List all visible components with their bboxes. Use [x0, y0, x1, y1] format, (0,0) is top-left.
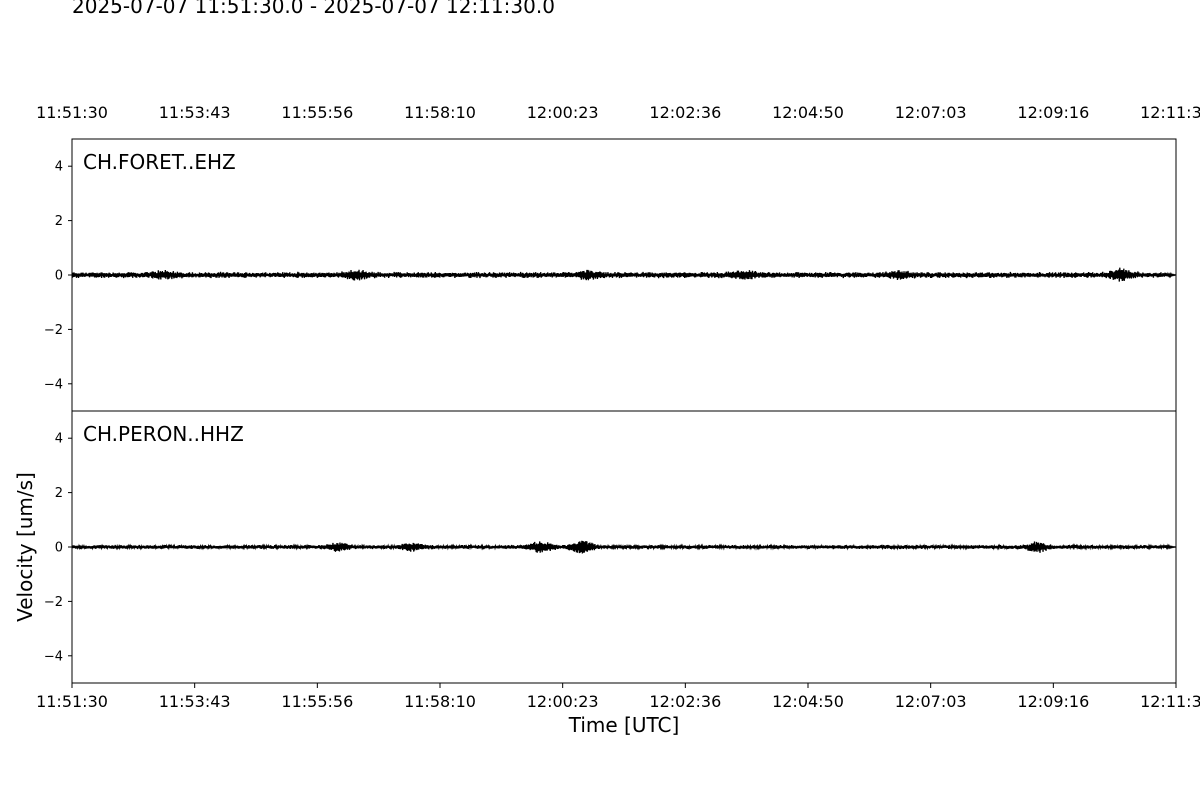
y-tick-label: 4 — [55, 432, 63, 447]
x-tick-label-top: 11:51:30 — [36, 103, 108, 122]
x-tick-label-top: 12:00:23 — [527, 103, 599, 122]
x-tick-label: 11:53:43 — [159, 692, 231, 711]
x-tick-label: 12:04:50 — [772, 692, 844, 711]
x-tick-label-top: 12:11:30 — [1140, 103, 1200, 122]
waveform-trace — [72, 540, 1176, 554]
x-tick-label-top: 12:04:50 — [772, 103, 844, 122]
x-tick-label: 12:11:30 — [1140, 692, 1200, 711]
x-tick-label: 11:51:30 — [36, 692, 108, 711]
station-label: CH.FORET..EHZ — [83, 150, 236, 174]
station-label: CH.PERON..HHZ — [83, 422, 244, 446]
y-tick-label: 2 — [55, 486, 63, 501]
x-tick-label: 12:02:36 — [649, 692, 721, 711]
x-tick-label: 11:55:56 — [281, 692, 353, 711]
y-tick-label: −4 — [44, 377, 63, 392]
x-tick-label: 12:09:16 — [1017, 692, 1089, 711]
x-tick-label: 12:07:03 — [895, 692, 967, 711]
y-tick-label: −2 — [44, 323, 63, 338]
panel-frame — [71, 410, 1177, 684]
x-tick-label-top: 12:09:16 — [1017, 103, 1089, 122]
y-tick-label: 2 — [55, 214, 63, 229]
x-tick-label-top: 12:07:03 — [895, 103, 967, 122]
y-tick-label: −4 — [44, 649, 63, 664]
x-tick-label-top: 11:53:43 — [159, 103, 231, 122]
x-tick-label: 11:58:10 — [404, 692, 476, 711]
waveform-trace — [72, 267, 1176, 282]
figure-title: 2025-07-07 11:51:30.0 - 2025-07-07 12:11… — [72, 0, 555, 18]
y-tick-label: 4 — [55, 160, 63, 175]
x-tick-label-top: 11:55:56 — [281, 103, 353, 122]
x-axis-label: Time [UTC] — [568, 713, 680, 737]
y-axis-label: Velocity [um/s] — [13, 472, 37, 622]
x-tick-label: 12:00:23 — [527, 692, 599, 711]
x-tick-label-top: 11:58:10 — [404, 103, 476, 122]
y-tick-label: 0 — [55, 269, 63, 284]
x-tick-label-top: 12:02:36 — [649, 103, 721, 122]
y-tick-label: −2 — [44, 595, 63, 610]
y-tick-label: 0 — [55, 541, 63, 556]
